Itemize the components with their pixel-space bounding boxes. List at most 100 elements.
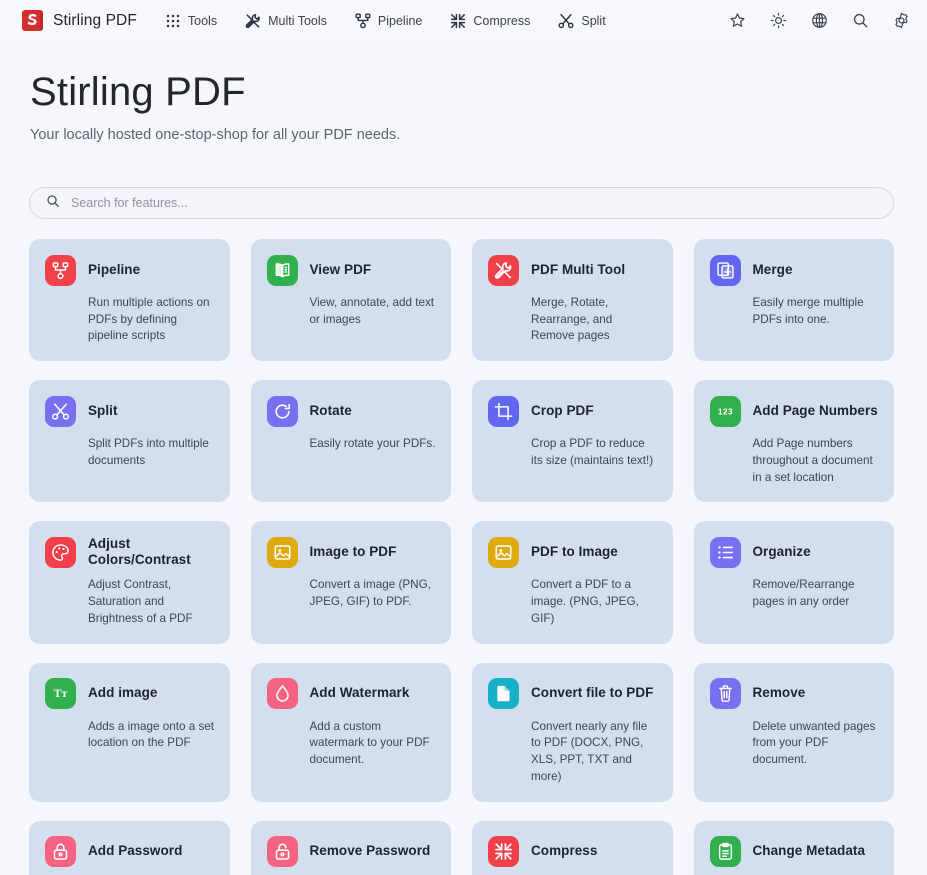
feature-card-header: Compress	[488, 835, 659, 869]
feature-card-header: Split	[45, 394, 216, 428]
feature-card-header: PDF Multi Tool	[488, 253, 659, 287]
search-section	[0, 143, 927, 219]
search-input[interactable]	[71, 196, 879, 210]
feature-card[interactable]: Convert file to PDF Convert nearly any fi…	[472, 662, 673, 802]
star-icon[interactable]	[727, 11, 747, 31]
feature-card[interactable]: Organize Remove/Rearrange pages in any or…	[693, 521, 894, 644]
feature-card-description: Run multiple actions on PDFs by defining…	[88, 296, 210, 343]
feature-card-title: Adjust Colors/Contrast	[88, 535, 191, 568]
page-subtitle: Your locally hosted one-stop-shop for al…	[30, 127, 401, 143]
grid-dots-icon	[165, 13, 181, 29]
feature-card-grid: Pipeline Run multiple actions on PDFs by …	[0, 219, 927, 875]
nav-item-label: Split	[581, 13, 606, 28]
nav-links: Tools Multi Tools	[163, 10, 608, 32]
feature-card-title: Pipeline	[88, 261, 141, 277]
nav-item-multi-tools[interactable]: Multi Tools	[243, 10, 329, 32]
feature-card[interactable]: Crop PDF Crop a PDF to reduce its size (m…	[472, 380, 673, 503]
feature-card-title: Rotate	[309, 402, 352, 418]
feature-card[interactable]: View PDF View, annotate, add text or imag…	[250, 239, 451, 362]
compress-arrows-icon	[450, 13, 466, 29]
nav-item-compress[interactable]: Compress	[448, 10, 532, 32]
feature-card-title: Add Page Numbers	[752, 402, 878, 418]
tools-hammer-wrench-icon	[488, 254, 519, 286]
feature-card[interactable]: Add Watermark Add a custom watermark to y…	[250, 662, 451, 802]
feature-card-title: Remove Password	[309, 843, 431, 859]
scissors-icon	[558, 13, 574, 29]
nav-item-pipeline[interactable]: Pipeline	[353, 10, 424, 32]
feature-card-header: View PDF	[266, 253, 438, 287]
open-book-icon	[266, 254, 298, 286]
feature-card-title: Merge	[752, 261, 793, 277]
feature-card[interactable]: Tт Add image Adds a image onto a set locat…	[29, 662, 230, 802]
nav-item-split[interactable]: Split	[556, 10, 607, 32]
feature-card-description: Split PDFs into multiple documents	[88, 437, 209, 467]
feature-card[interactable]: Image to PDF Convert a image (PNG, JPEG, …	[250, 521, 451, 644]
lock-closed-icon	[45, 836, 76, 868]
search-box[interactable]	[29, 187, 894, 219]
brand-home-link[interactable]: Stirling PDF	[22, 9, 137, 32]
hero-section: Stirling PDF Your locally hosted one-sto…	[0, 41, 927, 143]
nav-item-tools[interactable]: Tools	[163, 10, 219, 32]
nav-item-label: Compress	[473, 13, 531, 28]
color-palette-icon	[45, 536, 76, 568]
feature-card-title: PDF to Image	[531, 543, 618, 559]
feature-card[interactable]: Rotate Easily rotate your PDFs.	[250, 380, 451, 503]
feature-card[interactable]: Split Split PDFs into multiple documents	[29, 380, 230, 503]
search-icon[interactable]	[850, 11, 870, 31]
feature-card-description: View, annotate, add text or images	[309, 296, 435, 326]
feature-card[interactable]: 123 Add Page Numbers Add Page numbers thro…	[693, 380, 894, 503]
feature-card[interactable]: Change MetadataChange/Remove/Add metadat…	[693, 820, 894, 875]
feature-card[interactable]: Add PasswordEncrypt your PDF document wi…	[29, 820, 230, 875]
feature-card-header: Add Password	[45, 835, 216, 869]
feature-card-description: Easily merge multiple PDFs into one.	[752, 296, 864, 326]
image-picture-icon	[488, 536, 519, 568]
feature-card-description: Delete unwanted pages from your PDF docu…	[752, 719, 876, 767]
page-title: Stirling PDF	[30, 70, 246, 114]
text-tt-icon: Tт	[45, 678, 76, 710]
feature-card-header: Pipeline	[45, 253, 216, 287]
feature-card-description: Add Page numbers throughout a document i…	[752, 437, 873, 484]
feature-card[interactable]: Pipeline Run multiple actions on PDFs by …	[29, 239, 230, 362]
feature-card-description: Crop a PDF to reduce its size (maintains…	[531, 437, 654, 467]
globe-icon[interactable]	[809, 11, 829, 31]
feature-card-header: Remove	[709, 677, 881, 711]
compress-arrows-icon	[488, 836, 519, 868]
feature-card-description: Adds a image onto a set location on the …	[88, 719, 215, 750]
feature-card-description: Add a custom watermark to your PDF docum…	[309, 719, 430, 767]
feature-card[interactable]: PDF Multi Tool Merge, Rotate, Rearrange, …	[472, 239, 673, 362]
clipboard-metadata-icon	[709, 836, 741, 868]
pipeline-nodes-icon	[45, 254, 76, 286]
brand-name-label: Stirling PDF	[53, 11, 137, 29]
feature-card-description: Merge, Rotate, Rearrange, and Remove pag…	[531, 296, 613, 343]
image-picture-icon	[266, 536, 298, 568]
feature-card-title: Add Password	[88, 843, 183, 859]
feature-card-header: Organize	[709, 535, 881, 569]
feature-card-title: PDF Multi Tool	[531, 261, 626, 277]
feature-card-description: Remove/Rearrange pages in any order	[752, 578, 855, 609]
feature-card[interactable]: Merge Easily merge multiple PDFs into one…	[693, 239, 894, 362]
feature-card-header: Change Metadata	[709, 835, 881, 869]
feature-card[interactable]: Adjust Colors/Contrast Adjust Contrast, S…	[29, 521, 230, 644]
gear-icon[interactable]	[891, 11, 911, 31]
feature-card-description: Adjust Contrast, Saturation and Brightne…	[88, 578, 193, 625]
tools-hammer-wrench-icon	[245, 13, 261, 29]
navbar-actions	[727, 11, 911, 31]
nav-item-label: Tools	[187, 13, 218, 28]
feature-card[interactable]: CompressCompress PDFs to reduce their fi…	[472, 820, 673, 875]
search-icon	[46, 194, 60, 213]
feature-card[interactable]: Remove Delete unwanted pages from your PD…	[693, 662, 894, 802]
pipeline-nodes-icon	[355, 13, 371, 29]
scissors-icon	[45, 395, 76, 427]
feature-card-header: Add Watermark	[266, 677, 438, 711]
nav-item-label: Pipeline	[377, 13, 423, 28]
feature-card-header: Tт Add image	[45, 677, 216, 711]
sun-icon[interactable]	[768, 11, 788, 31]
feature-card-title: Change Metadata	[752, 843, 866, 859]
feature-card[interactable]: PDF to Image Convert a PDF to a image. (P…	[472, 521, 673, 644]
feature-card-title: Split	[88, 402, 118, 418]
feature-card-header: PDF to Image	[488, 535, 659, 569]
feature-card-header: Convert file to PDF	[488, 677, 659, 711]
feature-card-description: Convert a PDF to a image. (PNG, JPEG, GI…	[531, 578, 639, 625]
feature-card-header: Remove Password	[266, 835, 438, 869]
